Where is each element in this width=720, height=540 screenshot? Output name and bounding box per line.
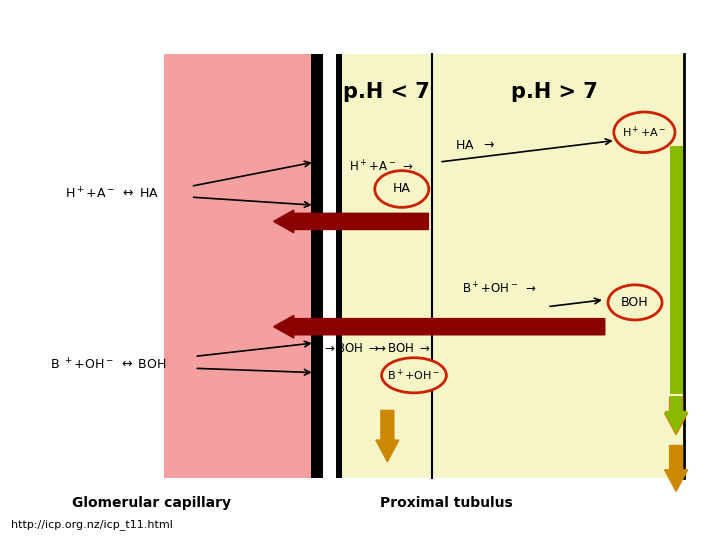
- Text: p.H > 7: p.H > 7: [511, 82, 598, 102]
- FancyArrow shape: [274, 315, 605, 338]
- Text: B$^+$+OH$^-$ $\rightarrow$: B$^+$+OH$^-$ $\rightarrow$: [462, 281, 536, 296]
- FancyArrow shape: [274, 210, 428, 233]
- Text: H$^+$+A$^-$ $\rightarrow$: H$^+$+A$^-$ $\rightarrow$: [349, 160, 414, 175]
- FancyArrow shape: [665, 446, 688, 491]
- Text: B$^+$+OH$^-$: B$^+$+OH$^-$: [387, 368, 441, 383]
- Bar: [670, 146, 683, 394]
- Text: H$^+$+A$^-$: H$^+$+A$^-$: [622, 125, 667, 140]
- Text: http://icp.org.nz/icp_t11.html: http://icp.org.nz/icp_t11.html: [11, 519, 173, 530]
- Text: H$^+$+A$^-$ $\leftrightarrow$ HA: H$^+$+A$^-$ $\leftrightarrow$ HA: [65, 187, 158, 202]
- Text: B $^+$+OH$^-$ $\leftrightarrow$ BOH: B $^+$+OH$^-$ $\leftrightarrow$ BOH: [50, 357, 166, 372]
- Text: HA  $\rightarrow$: HA $\rightarrow$: [455, 139, 495, 152]
- Text: p.H < 7: p.H < 7: [343, 82, 430, 102]
- Bar: [342, 54, 684, 478]
- Bar: [336, 54, 342, 478]
- Text: $\rightarrow$BOH $\rightarrow$: $\rightarrow$BOH $\rightarrow$: [323, 342, 380, 355]
- Ellipse shape: [375, 171, 429, 207]
- Bar: [311, 54, 323, 478]
- Text: $\rightarrow$BOH $\rightarrow$: $\rightarrow$BOH $\rightarrow$: [373, 342, 431, 355]
- FancyArrow shape: [376, 410, 399, 462]
- Bar: [164, 54, 311, 478]
- Ellipse shape: [608, 285, 662, 320]
- Text: Proximal tubulus: Proximal tubulus: [380, 496, 513, 510]
- FancyArrow shape: [665, 397, 688, 435]
- FancyArrow shape: [665, 397, 687, 432]
- Text: Glomerular capillary: Glomerular capillary: [72, 496, 230, 510]
- Text: HA: HA: [393, 183, 410, 195]
- Text: BOH: BOH: [621, 296, 649, 309]
- Ellipse shape: [382, 357, 446, 393]
- Ellipse shape: [613, 112, 675, 152]
